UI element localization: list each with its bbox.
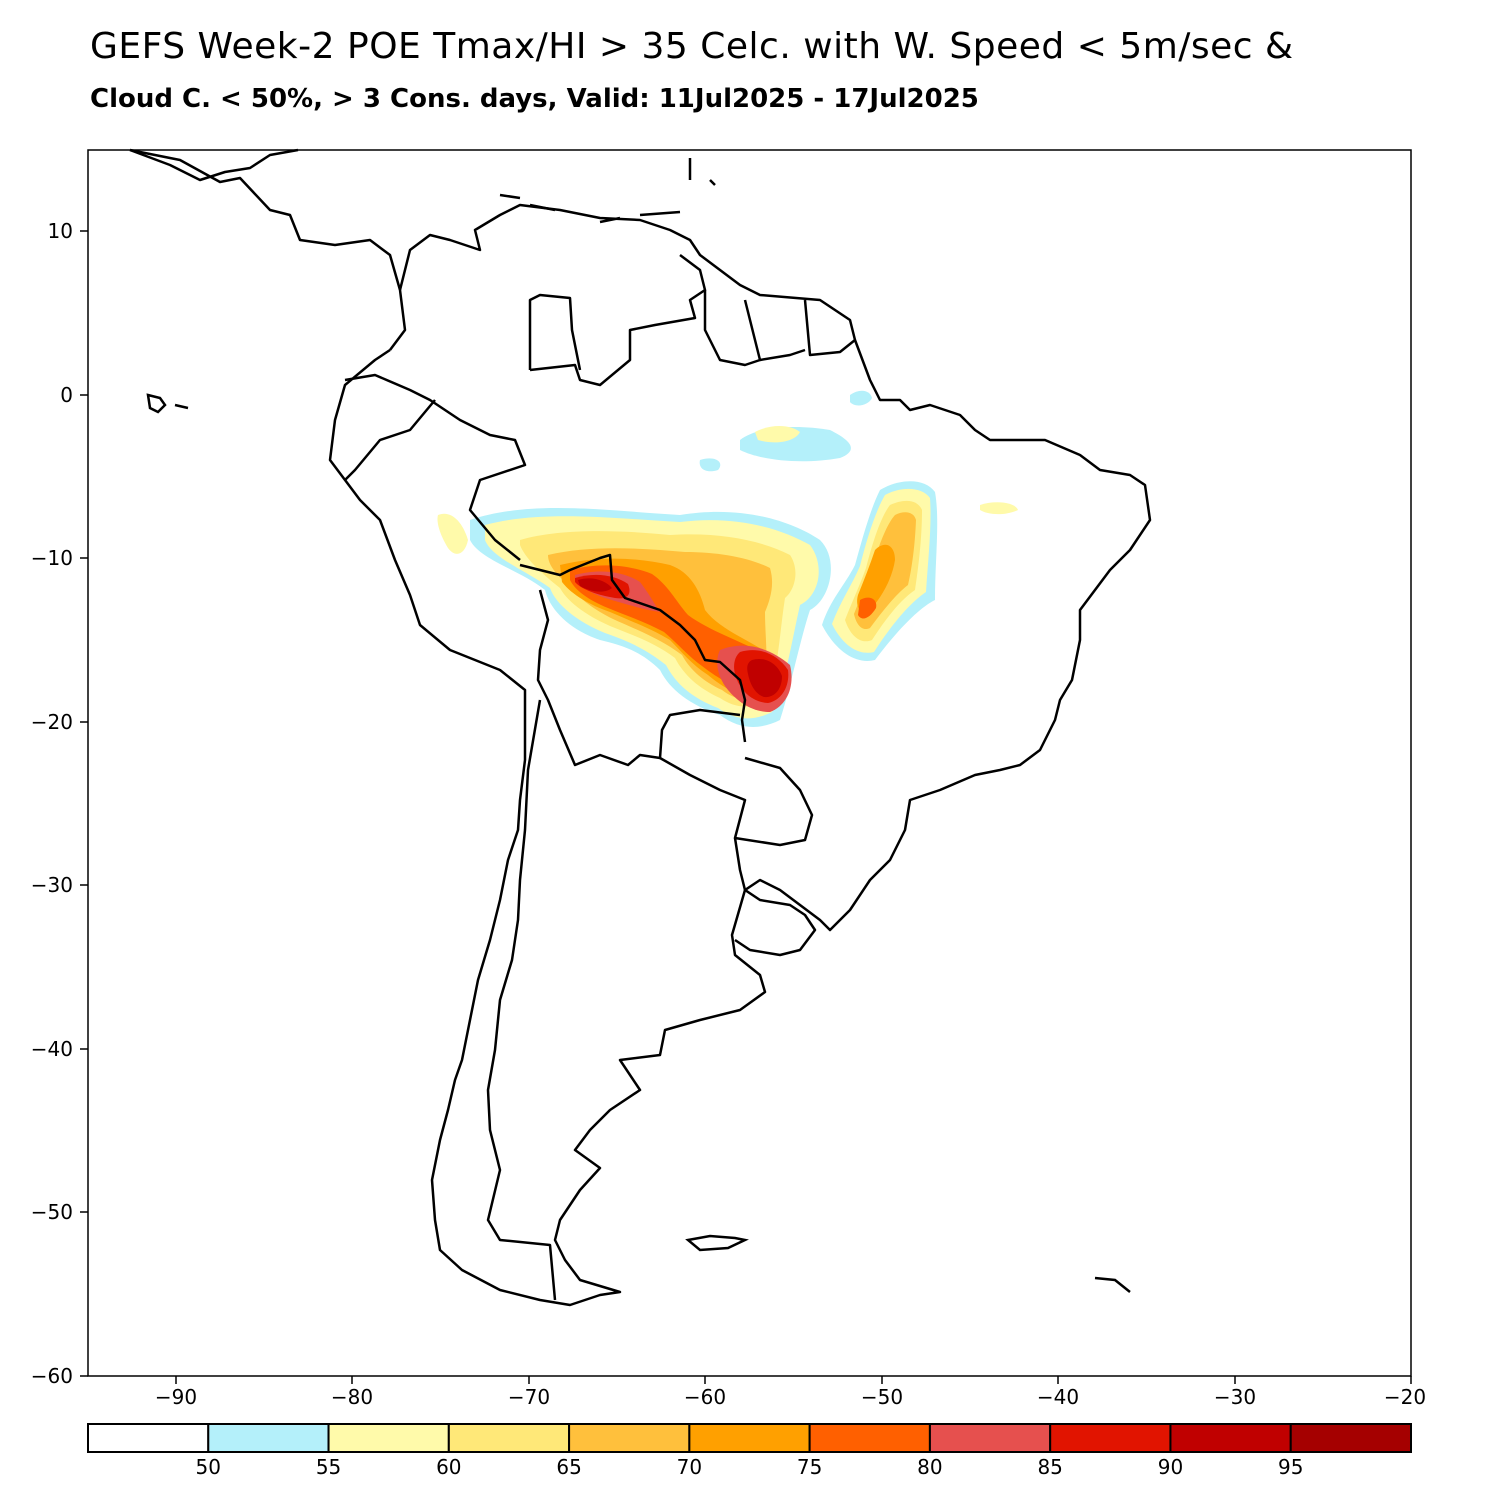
lat-tick-label: 0 [60, 383, 73, 407]
map-title: GEFS Week-2 POE Tmax/HI > 35 Celc. with … [90, 26, 1294, 67]
lon-tick-label: −90 [155, 1385, 197, 1409]
colorbar-swatch [447, 1423, 571, 1453]
lon-tick-label: −60 [684, 1385, 726, 1409]
colorbar-swatch [568, 1423, 691, 1453]
paraguay-border [659, 756, 814, 847]
colorbar-label: 65 [556, 1455, 581, 1479]
colorbar-label: 75 [797, 1455, 822, 1479]
colorbar-label: 70 [677, 1455, 702, 1479]
lon-tick-label: −40 [1037, 1385, 1079, 1409]
lat-tick-labels: 10 0 −10 −20 −30 −40 −50 −60 [31, 219, 73, 1388]
colorbar-swatch [87, 1423, 210, 1453]
lat-tick-label: −50 [31, 1200, 73, 1224]
lat-tick-label: 10 [48, 219, 73, 243]
lat-tick-label: −30 [31, 873, 73, 897]
coastlines [129, 148, 1152, 1307]
shade-55-peru [437, 513, 468, 554]
map-subtitle: Cloud C. < 50%, > 3 Cons. days, Valid: 1… [90, 84, 979, 114]
south-america-coast [328, 203, 1152, 1307]
shade-90-pantanal [747, 658, 782, 698]
argentina-brazil-border [733, 837, 747, 891]
colorbar-label: 80 [917, 1455, 942, 1479]
lat-ticks [80, 230, 88, 1377]
colorbar [87, 1423, 1413, 1453]
colorbar-swatch [1169, 1423, 1292, 1453]
lat-tick-label: −40 [31, 1037, 73, 1061]
shade-50-dot [699, 458, 721, 472]
lat-tick-label: −60 [31, 1364, 73, 1388]
caribbean-islands [499, 158, 716, 224]
ecuador-border [344, 399, 436, 481]
lon-tick-label: −80 [331, 1385, 373, 1409]
lon-tick-labels: −90 −80 −70 −60 −50 −40 −30 −20 [155, 1385, 1426, 1409]
central-america-coast [129, 148, 407, 351]
lon-tick-label: −20 [1384, 1385, 1426, 1409]
lat-tick-label: −20 [31, 710, 73, 734]
colorbar-swatch [928, 1423, 1052, 1453]
shade-50-small [850, 390, 872, 406]
shade-55-coast [980, 502, 1018, 515]
shade-90-amazon [578, 578, 612, 592]
colorbar-swatch [808, 1423, 931, 1453]
south-georgia-island [1094, 1276, 1131, 1293]
guyana-border [703, 290, 761, 367]
lon-tick-label: −30 [1214, 1385, 1256, 1409]
colorbar-label: 60 [436, 1455, 461, 1479]
colorbar-label: 50 [196, 1455, 221, 1479]
brazil-west-border [519, 553, 747, 743]
colorbar-label: 85 [1037, 1455, 1062, 1479]
colorbar-swatch [1289, 1423, 1413, 1453]
lon-tick-label: −70 [508, 1385, 550, 1409]
venezuela-border [528, 293, 582, 371]
colorbar-swatch [688, 1423, 811, 1453]
colorbar-swatch [207, 1423, 330, 1453]
colombia-peru-border [344, 373, 527, 561]
shade-75-east [858, 597, 877, 619]
colorbar-label: 95 [1278, 1455, 1303, 1479]
map-frame [87, 149, 1412, 1377]
shade-70-east [857, 544, 895, 613]
colorbar-label: 55 [316, 1455, 341, 1479]
galapagos-islands [146, 393, 189, 414]
colorbar-labels: 50 55 60 65 70 75 80 85 90 95 [196, 1455, 1304, 1479]
uruguay-border [734, 888, 817, 957]
colorbar-label: 90 [1158, 1455, 1183, 1479]
lat-tick-label: −10 [31, 546, 73, 570]
french-guiana-border [803, 299, 856, 357]
suriname-border [743, 299, 806, 362]
lon-tick-label: −50 [861, 1385, 903, 1409]
chile-argentina-border [486, 699, 557, 1301]
shade-55-north [755, 426, 800, 443]
bolivia-border [536, 589, 741, 767]
brazil-border-north [529, 254, 707, 387]
probability-shading [437, 390, 1018, 727]
central-america-north [129, 148, 299, 182]
colorbar-swatch [327, 1423, 450, 1453]
islands [146, 158, 1131, 1293]
lon-ticks [175, 1376, 1412, 1384]
colorbar-swatch [1049, 1423, 1172, 1453]
falkland-islands [685, 1234, 749, 1252]
